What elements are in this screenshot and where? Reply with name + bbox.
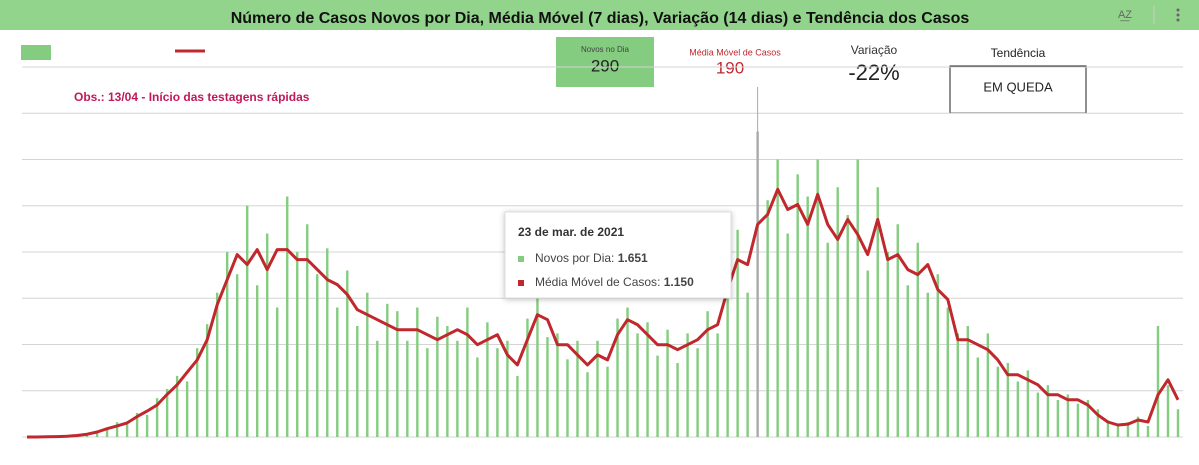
bar xyxy=(266,234,268,438)
bar xyxy=(746,293,748,437)
bar xyxy=(676,363,678,437)
bar xyxy=(887,252,889,437)
scorecard-value: -22% xyxy=(848,60,899,85)
bar xyxy=(186,382,188,438)
bar xyxy=(566,359,568,437)
bar xyxy=(1157,326,1159,437)
bar xyxy=(837,187,839,437)
scorecard-value: EM QUEDA xyxy=(983,79,1053,94)
bar xyxy=(306,224,308,437)
bar xyxy=(786,234,788,438)
scorecard-label: Média Móvel de Casos xyxy=(689,47,781,57)
annotation: Obs.: 13/04 - Início das testagens rápid… xyxy=(74,90,310,104)
bar xyxy=(686,333,688,437)
bar xyxy=(1167,385,1169,437)
bar xyxy=(606,367,608,437)
scorecard-label: Novos no Dia xyxy=(581,45,630,54)
bar xyxy=(586,372,588,437)
bar xyxy=(1057,400,1059,437)
bar xyxy=(356,326,358,437)
scorecard-value: 290 xyxy=(591,56,619,75)
bar xyxy=(406,341,408,437)
bar xyxy=(847,215,849,437)
bar xyxy=(476,357,478,437)
bar xyxy=(636,333,638,437)
bar xyxy=(997,367,999,437)
scorecard-label: Tendência xyxy=(991,46,1046,60)
bar xyxy=(937,274,939,437)
bar xyxy=(1077,404,1079,437)
tooltip: 23 de mar. de 2021 Novos por Dia: 1.651 … xyxy=(505,212,731,298)
bar xyxy=(1147,426,1149,437)
bar xyxy=(336,308,338,438)
bar xyxy=(416,308,418,438)
bar xyxy=(826,243,828,437)
tooltip-name: Novos por Dia: 1.651 xyxy=(535,251,648,265)
tooltip-swatch xyxy=(518,280,524,286)
bar xyxy=(216,293,218,437)
bar xyxy=(796,174,798,437)
bar xyxy=(146,415,148,437)
bar xyxy=(276,308,278,438)
bar xyxy=(716,333,718,437)
bar xyxy=(646,322,648,437)
title: Número de Casos Novos por Dia, Média Móv… xyxy=(231,10,970,27)
tooltip-name: Média Móvel de Casos: 1.150 xyxy=(535,275,694,289)
bar xyxy=(806,197,808,438)
bar xyxy=(656,356,658,437)
bar xyxy=(286,197,288,438)
menu-icon[interactable] xyxy=(1177,9,1180,22)
bar xyxy=(907,285,909,437)
bar xyxy=(947,308,949,438)
bar xyxy=(766,200,768,437)
bar xyxy=(446,326,448,437)
bar xyxy=(696,348,698,437)
bar xyxy=(556,333,558,437)
bar xyxy=(1037,393,1039,437)
bar xyxy=(1017,382,1019,438)
bar xyxy=(496,348,498,437)
scorecard-value: 190 xyxy=(716,58,744,77)
bar xyxy=(867,271,869,438)
bar xyxy=(296,252,298,437)
bar xyxy=(1117,426,1119,437)
bar xyxy=(1177,409,1179,437)
bar xyxy=(977,357,979,437)
bar xyxy=(776,160,778,438)
tooltip-title: 23 de mar. de 2021 xyxy=(518,225,624,239)
bar xyxy=(516,376,518,437)
bar xyxy=(857,160,859,438)
bar xyxy=(316,274,318,437)
bar xyxy=(546,337,548,437)
tooltip-swatch xyxy=(518,256,524,262)
bar xyxy=(126,424,128,437)
bar xyxy=(426,348,428,437)
bar xyxy=(466,308,468,438)
sort-icon[interactable]: A͟Z xyxy=(1118,9,1132,22)
bar xyxy=(246,206,248,437)
bar xyxy=(436,317,438,437)
scorecard-label: Variação xyxy=(851,43,898,57)
bar xyxy=(236,274,238,437)
bar xyxy=(957,333,959,437)
bar xyxy=(967,326,969,437)
bar xyxy=(456,341,458,437)
bar xyxy=(927,293,929,437)
bar xyxy=(756,132,758,437)
legend-swatch xyxy=(21,45,51,60)
bar xyxy=(106,430,108,437)
bar xyxy=(376,341,378,437)
bar xyxy=(256,285,258,437)
bar xyxy=(626,308,628,438)
